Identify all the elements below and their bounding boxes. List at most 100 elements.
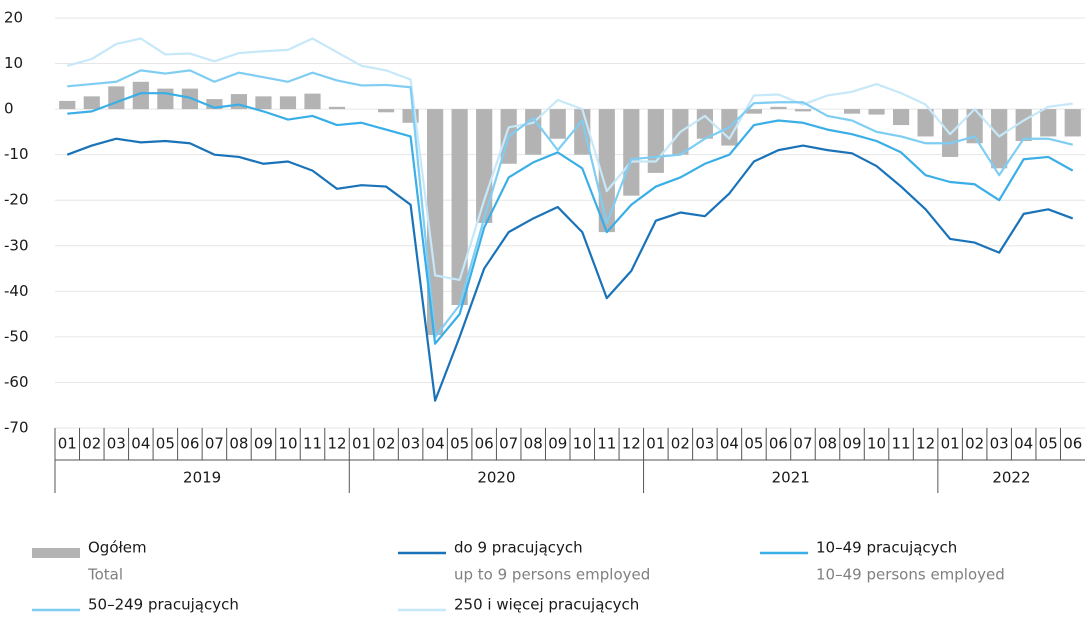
legend-label-en: 10–49 persons employed bbox=[816, 566, 1005, 584]
bar bbox=[868, 109, 885, 115]
bar bbox=[304, 93, 321, 110]
legend-swatch bbox=[32, 548, 80, 558]
y-tick-label: -50 bbox=[4, 327, 29, 345]
bar bbox=[377, 109, 395, 113]
x-tick-label: 12 bbox=[327, 435, 346, 453]
line bbox=[66, 137, 1074, 402]
x-tick-label: 05 bbox=[156, 435, 175, 453]
bar bbox=[794, 109, 812, 112]
x-tick-label: 12 bbox=[916, 435, 935, 453]
bar bbox=[108, 86, 125, 110]
x-tick-label: 04 bbox=[1014, 435, 1033, 453]
bar bbox=[255, 96, 272, 110]
bar bbox=[917, 109, 934, 137]
bar bbox=[1064, 109, 1081, 137]
legend-label: do 9 pracujących bbox=[454, 539, 583, 557]
line bbox=[66, 37, 1073, 282]
y-tick-label: -70 bbox=[4, 419, 29, 437]
x-tick-label: 08 bbox=[818, 435, 837, 453]
y-tick-label: 20 bbox=[4, 9, 23, 27]
x-tick-label: 11 bbox=[303, 435, 322, 453]
x-tick-label: 05 bbox=[744, 435, 763, 453]
bar bbox=[157, 88, 174, 110]
legend-label-en: Total bbox=[87, 566, 123, 584]
bar bbox=[647, 109, 664, 173]
year-label: 2021 bbox=[772, 469, 810, 487]
x-tick-label: 02 bbox=[671, 435, 690, 453]
bar bbox=[451, 109, 468, 305]
bar bbox=[696, 109, 713, 139]
x-tick-label: 01 bbox=[646, 435, 665, 453]
legend-label: 250 i więcej pracujących bbox=[454, 596, 639, 614]
legend-label: 10–49 pracujących bbox=[816, 539, 957, 557]
x-tick-label: 06 bbox=[769, 435, 788, 453]
x-tick-label: 03 bbox=[107, 435, 126, 453]
y-tick-label: -30 bbox=[4, 236, 29, 254]
x-tick-label: 04 bbox=[131, 435, 150, 453]
bar bbox=[132, 81, 149, 110]
x-tick-label: 02 bbox=[377, 435, 396, 453]
y-tick-label: -60 bbox=[4, 373, 29, 391]
x-tick-label: 09 bbox=[254, 435, 273, 453]
x-tick-label: 08 bbox=[229, 435, 248, 453]
x-tick-label: 11 bbox=[597, 435, 616, 453]
x-tick-label: 01 bbox=[58, 435, 77, 453]
bar bbox=[966, 109, 983, 144]
x-tick-label: 10 bbox=[278, 435, 297, 453]
x-tick-label: 07 bbox=[793, 435, 812, 453]
x-tick-label: 03 bbox=[990, 435, 1009, 453]
x-tick-label: 03 bbox=[401, 435, 420, 453]
y-tick-label: -10 bbox=[4, 145, 29, 163]
y-tick-label: -20 bbox=[4, 191, 29, 209]
bar bbox=[843, 109, 861, 114]
bar bbox=[328, 106, 346, 110]
line bbox=[67, 92, 1074, 345]
x-tick-label: 02 bbox=[82, 435, 101, 453]
x-tick-label: 06 bbox=[180, 435, 199, 453]
x-tick-label: 07 bbox=[205, 435, 224, 453]
y-tick-label: -40 bbox=[4, 282, 29, 300]
bar bbox=[525, 109, 542, 155]
bar bbox=[476, 109, 493, 223]
bar bbox=[427, 109, 444, 336]
bar bbox=[892, 109, 910, 126]
x-tick-label: 06 bbox=[1063, 435, 1082, 453]
bar bbox=[623, 109, 640, 196]
bar bbox=[549, 109, 566, 139]
x-tick-label: 09 bbox=[548, 435, 567, 453]
x-tick-label: 10 bbox=[573, 435, 592, 453]
bar bbox=[59, 100, 76, 110]
legend-label: 50–249 pracujących bbox=[88, 596, 239, 614]
x-tick-label: 07 bbox=[499, 435, 518, 453]
bar bbox=[206, 99, 223, 110]
x-tick-label: 04 bbox=[720, 435, 739, 453]
year-label: 2019 bbox=[183, 469, 221, 487]
x-tick-label: 10 bbox=[867, 435, 886, 453]
x-tick-label: 08 bbox=[524, 435, 543, 453]
bar bbox=[279, 96, 297, 110]
legend-label: Ogółem bbox=[88, 539, 147, 557]
bar bbox=[1040, 109, 1057, 137]
x-tick-label: 02 bbox=[965, 435, 984, 453]
legend-label-en: up to 9 persons employed bbox=[454, 566, 650, 584]
x-tick-label: 06 bbox=[475, 435, 494, 453]
x-tick-label: 01 bbox=[352, 435, 371, 453]
bar bbox=[991, 109, 1008, 169]
year-label: 2022 bbox=[992, 469, 1030, 487]
x-tick-label: 12 bbox=[622, 435, 641, 453]
x-tick-label: 05 bbox=[1039, 435, 1058, 453]
x-tick-label: 01 bbox=[941, 435, 960, 453]
x-tick-label: 09 bbox=[842, 435, 861, 453]
bar bbox=[83, 96, 100, 110]
x-tick-label: 11 bbox=[892, 435, 911, 453]
y-tick-label: 10 bbox=[4, 54, 23, 72]
x-tick-label: 03 bbox=[695, 435, 714, 453]
year-label: 2020 bbox=[477, 469, 515, 487]
x-tick-label: 04 bbox=[426, 435, 445, 453]
bar bbox=[745, 109, 763, 114]
y-tick-label: 0 bbox=[4, 100, 14, 118]
x-tick-label: 05 bbox=[450, 435, 469, 453]
line bbox=[67, 69, 1073, 338]
bar bbox=[770, 106, 787, 110]
